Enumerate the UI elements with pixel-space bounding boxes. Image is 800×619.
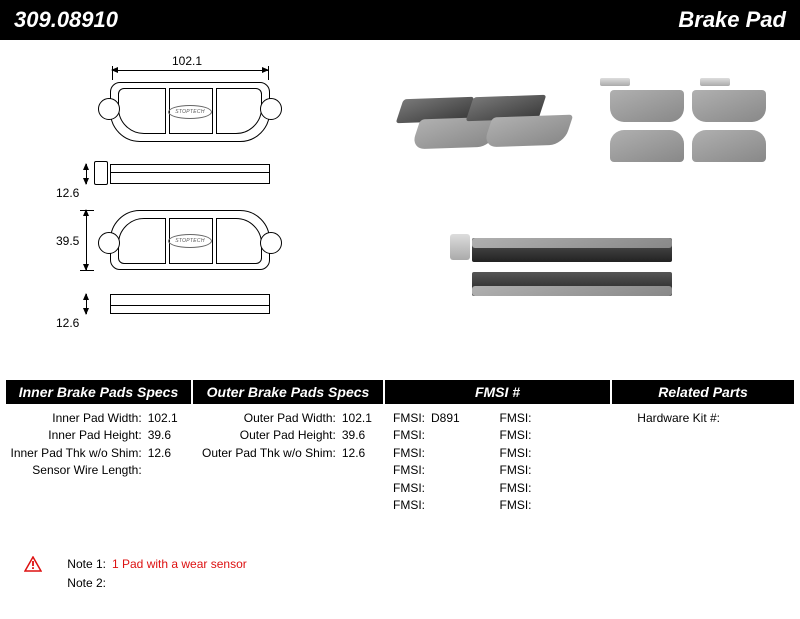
spec-value: 12.6	[342, 445, 379, 462]
fmsi-key: FMSI:	[498, 480, 538, 497]
spec-label: Inner Pad Thk w/o Shim:	[10, 445, 148, 462]
spec-label: Inner Pad Width:	[10, 410, 148, 427]
spec-label: Inner Pad Height:	[10, 427, 148, 444]
header-bar: 309.08910 Brake Pad	[0, 0, 800, 40]
spec-label: Hardware Kit #:	[616, 410, 726, 427]
specs-section: Inner Brake Pads Specs Inner Pad Width:1…	[0, 380, 800, 514]
warning-icon	[24, 556, 42, 572]
technical-drawing: 102.1 STOPTECH 12.6 STOPTECH 39.5	[20, 48, 360, 380]
fmsi-header: FMSI #	[385, 380, 610, 404]
fmsi-key: FMSI:	[498, 445, 538, 462]
fmsi-key: FMSI:	[391, 445, 431, 462]
spec-value	[148, 462, 187, 479]
outer-specs-col: Outer Brake Pads Specs Outer Pad Width:1…	[193, 380, 383, 514]
brand-logo-2: STOPTECH	[168, 234, 212, 248]
fmsi-key: FMSI:	[391, 480, 431, 497]
product-photos	[360, 48, 780, 380]
fmsi-key: FMSI:	[391, 462, 431, 479]
spec-value: 102.1	[342, 410, 379, 427]
note1-value: 1 Pad with a wear sensor	[112, 555, 247, 574]
spec-label: Outer Pad Height:	[197, 427, 342, 444]
note2-key: Note 2:	[50, 574, 112, 593]
fmsi-key: FMSI:	[391, 427, 431, 444]
dim-thk-2: 12.6	[56, 316, 79, 330]
outer-specs-header: Outer Brake Pads Specs	[193, 380, 383, 404]
note1-key: Note 1:	[50, 555, 112, 574]
fmsi-key: FMSI:	[498, 497, 538, 514]
related-parts-col: Related Parts Hardware Kit #:	[612, 380, 794, 514]
inner-specs-col: Inner Brake Pads Specs Inner Pad Width:1…	[6, 380, 191, 514]
brand-logo: STOPTECH	[168, 105, 212, 119]
spec-value: 102.1	[148, 410, 187, 427]
spec-value: 12.6	[148, 445, 187, 462]
product-type: Brake Pad	[678, 7, 786, 33]
inner-specs-header: Inner Brake Pads Specs	[6, 380, 191, 404]
fmsi-col: FMSI # FMSI:D891 FMSI: FMSI: FMSI: FMSI:…	[385, 380, 610, 514]
dim-height: 39.5	[56, 234, 79, 248]
fmsi-key: FMSI:	[498, 462, 538, 479]
part-number: 309.08910	[14, 7, 118, 33]
spec-value: 39.6	[148, 427, 187, 444]
fmsi-key: FMSI:	[391, 497, 431, 514]
spec-label: Sensor Wire Length:	[10, 462, 148, 479]
dim-thk-1: 12.6	[56, 186, 79, 200]
spacer	[24, 575, 42, 591]
fmsi-key: FMSI:	[498, 427, 538, 444]
fmsi-key: FMSI:	[391, 410, 431, 427]
spec-label: Outer Pad Width:	[197, 410, 342, 427]
spec-value: 39.6	[342, 427, 379, 444]
related-header: Related Parts	[612, 380, 794, 404]
fmsi-value: D891	[431, 410, 460, 427]
fmsi-key: FMSI:	[498, 410, 538, 427]
spec-label: Outer Pad Thk w/o Shim:	[197, 445, 342, 462]
dim-width: 102.1	[172, 54, 202, 68]
notes-section: Note 1: 1 Pad with a wear sensor Note 2:	[24, 555, 247, 593]
image-area: 102.1 STOPTECH 12.6 STOPTECH 39.5	[0, 40, 800, 380]
